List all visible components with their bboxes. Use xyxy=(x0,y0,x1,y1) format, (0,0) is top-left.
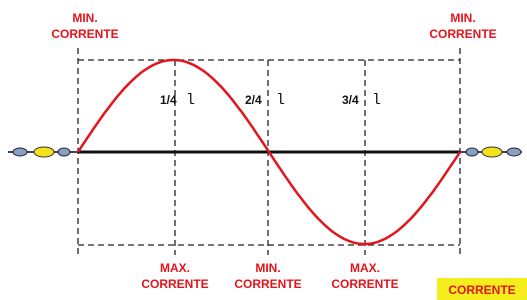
label: CORRENTE xyxy=(234,277,301,291)
label: MAX. xyxy=(160,261,190,275)
label: MAX. xyxy=(350,261,380,275)
label: CORRENTE xyxy=(51,27,118,41)
label: MIN. xyxy=(72,11,97,25)
fraction: 1/4 xyxy=(160,93,177,107)
symbol: l xyxy=(372,92,381,109)
label: CORRENTE xyxy=(429,27,496,41)
insulator-right xyxy=(460,147,522,157)
label: MIN. xyxy=(255,261,280,275)
fraction: 3/4 xyxy=(342,93,359,107)
label: MIN. xyxy=(450,11,475,25)
label: CORRENTE xyxy=(331,277,398,291)
diagram: MIN. CORRENTE MIN. CORRENTE MAX. CORRENT… xyxy=(0,0,527,300)
symbol: l xyxy=(186,92,195,109)
insulator-left xyxy=(8,147,78,157)
legend-label: CORRENTE xyxy=(448,283,515,297)
fraction: 2/4 xyxy=(245,93,262,107)
label: CORRENTE xyxy=(141,277,208,291)
symbol: l xyxy=(276,92,285,109)
